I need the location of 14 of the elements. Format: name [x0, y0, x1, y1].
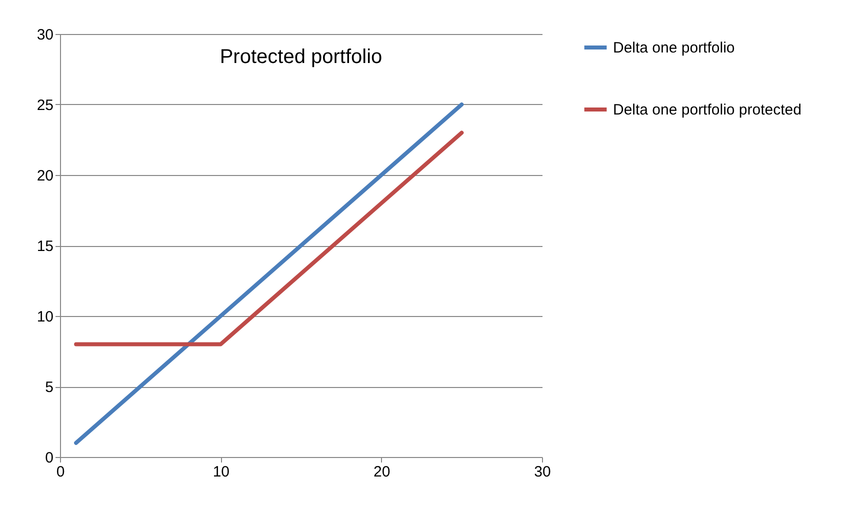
x-tick-label: 0: [56, 464, 65, 480]
y-tick-label: 30: [36, 26, 54, 44]
legend-label: Delta one portfolio protected: [613, 102, 802, 118]
y-tick-label: 5: [45, 379, 54, 396]
y-tick-label: 0: [45, 450, 54, 466]
legend-label: Delta one portfolio: [613, 40, 735, 56]
y-tick-label: 15: [36, 238, 54, 255]
x-tick-label: 20: [373, 464, 390, 480]
x-tick-label: 30: [534, 464, 551, 480]
y-tick-label: 20: [36, 168, 54, 184]
x-tick-label: 10: [212, 464, 230, 480]
text: Protected portfolio: [220, 46, 382, 68]
y-tick-label: 25: [36, 97, 54, 114]
y-tick-label: 10: [36, 308, 54, 326]
